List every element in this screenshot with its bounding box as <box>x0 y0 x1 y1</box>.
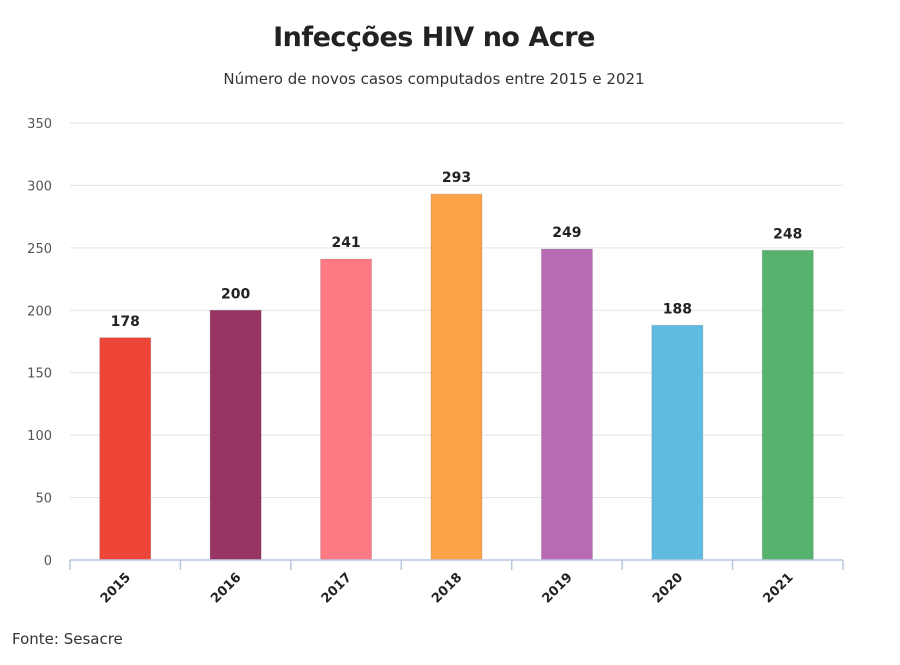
bar-2020[interactable] <box>651 324 704 561</box>
data-label-2019: 249 <box>552 225 581 241</box>
data-label-2016: 200 <box>221 286 250 302</box>
y-tick-label: 0 <box>44 554 52 569</box>
data-label-2021: 248 <box>773 226 802 242</box>
bar-2019[interactable] <box>540 248 593 561</box>
source-note: Fonte: Sesacre <box>12 630 123 648</box>
y-tick-label: 150 <box>27 367 52 382</box>
bar-2018[interactable] <box>430 193 483 561</box>
x-axis: 2015 2016 2017 2018 2019 2020 2021 <box>69 559 844 606</box>
y-tick-label: 100 <box>27 429 52 444</box>
y-tick-label: 200 <box>27 304 52 319</box>
x-tick-label-2019: 2019 <box>540 570 576 606</box>
x-tick-label-2017: 2017 <box>319 570 355 606</box>
y-tick-label: 300 <box>27 179 52 194</box>
y-axis: 0 50 100 150 200 250 300 350 <box>27 117 52 569</box>
bars: 178 200 241 293 249 188 248 <box>99 170 814 561</box>
x-tick-label-2018: 2018 <box>429 570 465 606</box>
x-tick-label-2016: 2016 <box>208 570 244 606</box>
data-label-2015: 178 <box>111 314 140 330</box>
x-tick-label-2015: 2015 <box>98 570 134 606</box>
chart-subtitle: Número de novos casos computados entre 2… <box>223 70 645 88</box>
x-tick-label-2020: 2020 <box>650 570 686 606</box>
y-tick-label: 250 <box>27 242 52 257</box>
data-label-2017: 241 <box>331 235 360 251</box>
bar-2016[interactable] <box>209 309 262 561</box>
bar-2017[interactable] <box>320 258 373 561</box>
bar-2021[interactable] <box>761 249 814 561</box>
x-tick-label-2021: 2021 <box>760 570 796 606</box>
y-tick-label: 350 <box>27 117 52 132</box>
y-tick-label: 50 <box>35 492 52 507</box>
data-label-2018: 293 <box>442 170 471 186</box>
bar-2015[interactable] <box>99 337 152 561</box>
data-label-2020: 188 <box>663 301 692 317</box>
chart-title: Infecções HIV no Acre <box>273 22 595 53</box>
